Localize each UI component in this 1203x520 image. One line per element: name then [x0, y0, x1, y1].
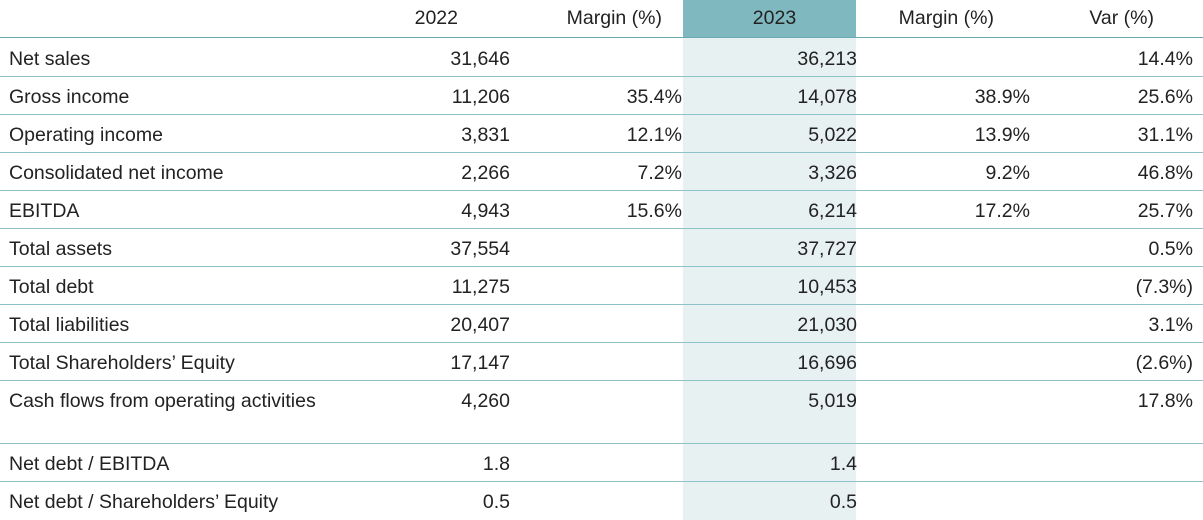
cell-var: 3.1% [1148, 314, 1193, 336]
cell-2023: 10,453 [797, 276, 857, 298]
table-row: Total assets 37,554 37,727 0.5% [0, 229, 1203, 267]
table-row: Consolidated net income 2,266 7.2% 3,326 9.2… [0, 153, 1203, 191]
table-row: Total Shareholders’ Equity 17,147 16,696 (2… [0, 343, 1203, 381]
highlight-header-2023 [683, 0, 856, 38]
row-label: Net debt / Shareholders’ Equity [9, 491, 279, 513]
row-label: Operating income [9, 124, 163, 146]
cell-var: 14.4% [1137, 48, 1193, 70]
table-row: EBITDA 4,943 15.6% 6,214 17.2% 25.7% [0, 191, 1203, 229]
cell-2022: 2,266 [461, 162, 510, 184]
header-var: Var (%) [1089, 7, 1154, 29]
row-label: Total assets [9, 238, 112, 260]
table-row: Total debt 11,275 10,453 (7.3%) [0, 267, 1203, 305]
cell-2023: 14,078 [797, 86, 857, 108]
cell-margin-2022: 12.1% [626, 124, 682, 146]
highlight-column-2023 [683, 0, 856, 520]
row-label: Net debt / EBITDA [9, 453, 170, 475]
row-label: Total liabilities [9, 314, 130, 336]
row-label: EBITDA [9, 200, 80, 222]
header-2022: 2022 [414, 7, 458, 29]
cell-2022: 3,831 [461, 124, 510, 146]
cell-2022: 11,206 [451, 86, 510, 108]
cell-2022: 31,646 [450, 48, 510, 70]
row-label: Cash flows from operating activities [9, 390, 316, 412]
table-row: Net debt / EBITDA 1.8 1.4 [0, 444, 1203, 482]
cell-2022: 20,407 [450, 314, 510, 336]
cell-var: 46.8% [1137, 162, 1193, 184]
cell-margin-2022: 15.6% [626, 200, 682, 222]
cell-var: 25.6% [1137, 86, 1193, 108]
cell-2023: 6,214 [808, 200, 857, 222]
cell-margin-2023: 9.2% [985, 162, 1030, 184]
cell-2023: 0.5 [829, 491, 857, 513]
header-margin-2023: Margin (%) [898, 7, 994, 29]
cell-margin-2023: 17.2% [974, 200, 1030, 222]
cell-margin-2023: 13.9% [974, 124, 1030, 146]
cell-2023: 37,727 [797, 238, 857, 260]
table-row: Gross income 11,206 35.4% 14,078 38.9% 25.6% [0, 77, 1203, 115]
cell-2022: 4,943 [461, 200, 510, 222]
cell-2022: 17,147 [450, 352, 510, 374]
cell-2022: 1.8 [482, 453, 510, 475]
row-label: Consolidated net income [9, 162, 224, 184]
table-header-row: 2022 Margin (%) 2023 Margin (%) Var (%) [0, 0, 1203, 38]
row-label: Net sales [9, 48, 91, 70]
cell-var: 31.1% [1137, 124, 1193, 146]
cell-2023: 5,022 [808, 124, 857, 146]
cell-2022: 0.5 [482, 491, 510, 513]
cell-margin-2023: 38.9% [974, 86, 1030, 108]
table-row: Net debt / Shareholders’ Equity 0.5 0.5 [0, 482, 1203, 520]
cell-2023: 1.4 [829, 453, 857, 475]
cell-2022: 11,275 [451, 276, 510, 298]
cell-var: (2.6%) [1135, 352, 1193, 374]
table-row: Total liabilities 20,407 21,030 3.1% [0, 305, 1203, 343]
table-row: Net sales 31,646 36,213 14.4% [0, 39, 1203, 77]
cell-2023: 36,213 [797, 48, 857, 70]
cell-2023: 5,019 [808, 390, 857, 412]
cell-2023: 16,696 [797, 352, 857, 374]
row-label: Total Shareholders’ Equity [9, 352, 235, 374]
cell-var: 25.7% [1137, 200, 1193, 222]
cell-2023: 3,326 [808, 162, 857, 184]
cell-2022: 4,260 [461, 390, 510, 412]
header-2023: 2023 [752, 7, 797, 29]
cell-2023: 21,030 [797, 314, 857, 336]
cell-margin-2022: 7.2% [637, 162, 682, 184]
cell-margin-2022: 35.4% [626, 86, 682, 108]
table-row: Operating income 3,831 12.1% 5,022 13.9% 31.1… [0, 115, 1203, 153]
cell-var: (7.3%) [1135, 276, 1193, 298]
cell-var: 0.5% [1148, 238, 1193, 260]
row-label: Total debt [9, 276, 94, 298]
header-margin-2022: Margin (%) [566, 7, 662, 29]
table-row: Cash flows from operating activities 4,26… [0, 381, 1203, 444]
cell-2022: 37,554 [450, 238, 510, 260]
row-label: Gross income [9, 86, 130, 108]
cell-var: 17.8% [1137, 390, 1193, 412]
